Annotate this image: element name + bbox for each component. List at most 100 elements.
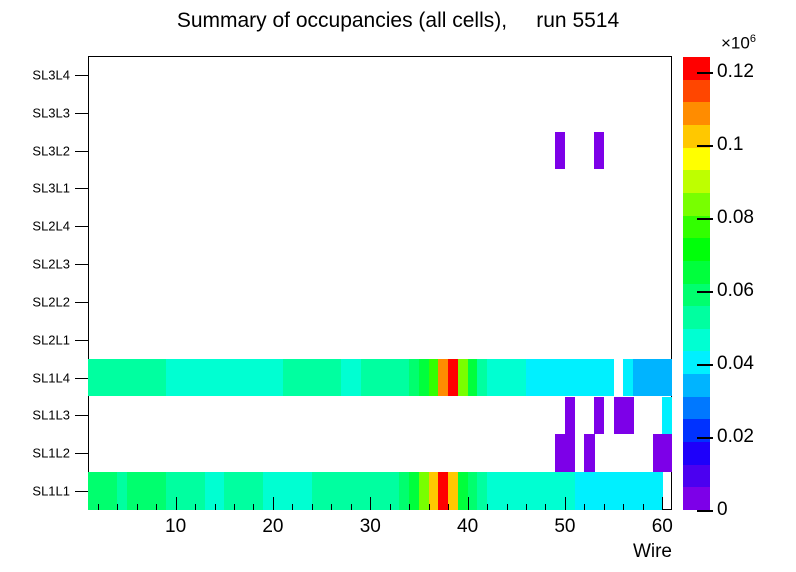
colorbar-tick bbox=[697, 436, 713, 439]
heatmap-cell bbox=[594, 358, 605, 397]
heatmap-cell bbox=[457, 472, 469, 510]
x-minor-tick bbox=[253, 504, 255, 510]
heatmap-cell bbox=[526, 358, 537, 397]
x-tick-label: 10 bbox=[165, 516, 187, 537]
heatmap-cell bbox=[292, 358, 303, 397]
heatmap-cell bbox=[428, 358, 439, 397]
x-major-tick bbox=[370, 497, 372, 510]
x-minor-tick bbox=[214, 504, 216, 510]
heatmap-cell bbox=[467, 358, 478, 397]
heatmap-cell bbox=[496, 472, 508, 510]
y-tick bbox=[75, 339, 88, 341]
heatmap-cell bbox=[126, 358, 138, 397]
x-axis-title: Wire bbox=[632, 541, 672, 562]
x-tick-label: 50 bbox=[554, 516, 576, 537]
heatmap-cell bbox=[418, 472, 430, 510]
colorbar-band bbox=[683, 464, 710, 488]
heatmap-cell bbox=[156, 472, 167, 510]
x-minor-tick bbox=[195, 504, 197, 510]
heatmap-cell bbox=[156, 358, 167, 397]
heatmap-cell bbox=[652, 358, 663, 397]
heatmap-cell bbox=[584, 434, 595, 473]
colorbar-tick-label: 0.04 bbox=[717, 352, 754, 374]
heatmap-cell bbox=[146, 358, 157, 397]
colorbar-tick bbox=[697, 144, 713, 147]
heatmap-cell bbox=[555, 434, 566, 473]
heatmap-cell bbox=[272, 472, 284, 510]
colorbar bbox=[683, 56, 710, 510]
heatmap-cell bbox=[350, 358, 362, 397]
x-minor-tick bbox=[584, 504, 586, 510]
heatmap-cell bbox=[97, 472, 108, 510]
x-minor-tick bbox=[428, 504, 430, 510]
heatmap-cell bbox=[195, 358, 206, 397]
x-minor-tick bbox=[389, 504, 391, 510]
heatmap-cell bbox=[204, 472, 216, 510]
x-minor-tick bbox=[234, 504, 235, 510]
colorbar-band bbox=[683, 418, 710, 443]
heatmap-cell bbox=[380, 472, 391, 510]
heatmap-cell bbox=[574, 358, 585, 397]
heatmap-cell bbox=[594, 396, 605, 435]
x-major-tick bbox=[662, 497, 664, 510]
heatmap-cell bbox=[185, 358, 196, 397]
colorbar-tick bbox=[697, 217, 713, 220]
heatmap-cell bbox=[263, 472, 274, 510]
heatmap-cell bbox=[438, 358, 449, 397]
heatmap-cell bbox=[545, 358, 556, 397]
x-minor-tick bbox=[311, 504, 313, 510]
y-row-label: SL1L2 bbox=[32, 445, 70, 461]
heatmap-cell bbox=[380, 358, 391, 397]
heatmap-cell bbox=[594, 131, 605, 170]
heatmap-cell bbox=[360, 358, 371, 397]
x-minor-tick bbox=[292, 504, 294, 510]
colorbar-tick bbox=[697, 71, 713, 74]
heatmap-cell bbox=[136, 358, 147, 397]
heatmap-cell bbox=[555, 472, 566, 510]
colorbar-band bbox=[683, 101, 710, 125]
heatmap-cell bbox=[584, 358, 595, 397]
y-row-label: SL1L1 bbox=[32, 483, 70, 499]
heatmap-cell bbox=[487, 472, 498, 510]
heatmap-cell bbox=[117, 472, 128, 510]
y-tick bbox=[75, 301, 88, 303]
x-minor-tick bbox=[642, 504, 644, 510]
heatmap-cell bbox=[526, 472, 537, 510]
x-minor-tick bbox=[409, 504, 411, 510]
y-row-label: SL2L3 bbox=[32, 256, 70, 272]
y-row-label: SL2L1 bbox=[32, 332, 70, 348]
heatmap-cell bbox=[175, 358, 186, 397]
heatmap-cell bbox=[496, 358, 508, 397]
y-row-label: SL3L2 bbox=[32, 143, 70, 159]
colorbar-band bbox=[683, 328, 710, 352]
heatmap-cell bbox=[272, 358, 284, 397]
heatmap-cell bbox=[633, 472, 644, 510]
colorbar-tick-label: 0.06 bbox=[717, 279, 754, 301]
heatmap-cell bbox=[97, 358, 108, 397]
heatmap-cell bbox=[234, 472, 245, 510]
x-minor-tick bbox=[623, 504, 625, 510]
heatmap-cell bbox=[204, 358, 216, 397]
heatmap-cell bbox=[234, 358, 245, 397]
x-minor-tick bbox=[448, 504, 450, 510]
heatmap-cell bbox=[195, 472, 206, 510]
heatmap-cell bbox=[516, 472, 527, 510]
y-tick bbox=[75, 415, 88, 417]
heatmap-cell bbox=[652, 434, 663, 473]
y-row-label: SL1L4 bbox=[32, 370, 70, 386]
heatmap-cell bbox=[341, 358, 352, 397]
colorbar-band bbox=[683, 260, 710, 284]
heatmap-cell bbox=[564, 434, 576, 473]
heatmap-cell bbox=[545, 472, 556, 510]
y-row-label: SL3L4 bbox=[32, 67, 70, 83]
x-major-tick bbox=[175, 497, 177, 510]
x-major-tick bbox=[272, 497, 274, 510]
heatmap-cell bbox=[360, 472, 371, 510]
heatmap-cell bbox=[662, 396, 673, 435]
y-tick bbox=[75, 112, 88, 114]
x-tick-label: 60 bbox=[651, 516, 673, 537]
colorbar-band bbox=[683, 56, 710, 80]
colorbar-tick-label: 0.12 bbox=[717, 60, 754, 82]
heatmap-cell bbox=[633, 358, 644, 397]
y-row-label: SL3L3 bbox=[32, 105, 70, 121]
